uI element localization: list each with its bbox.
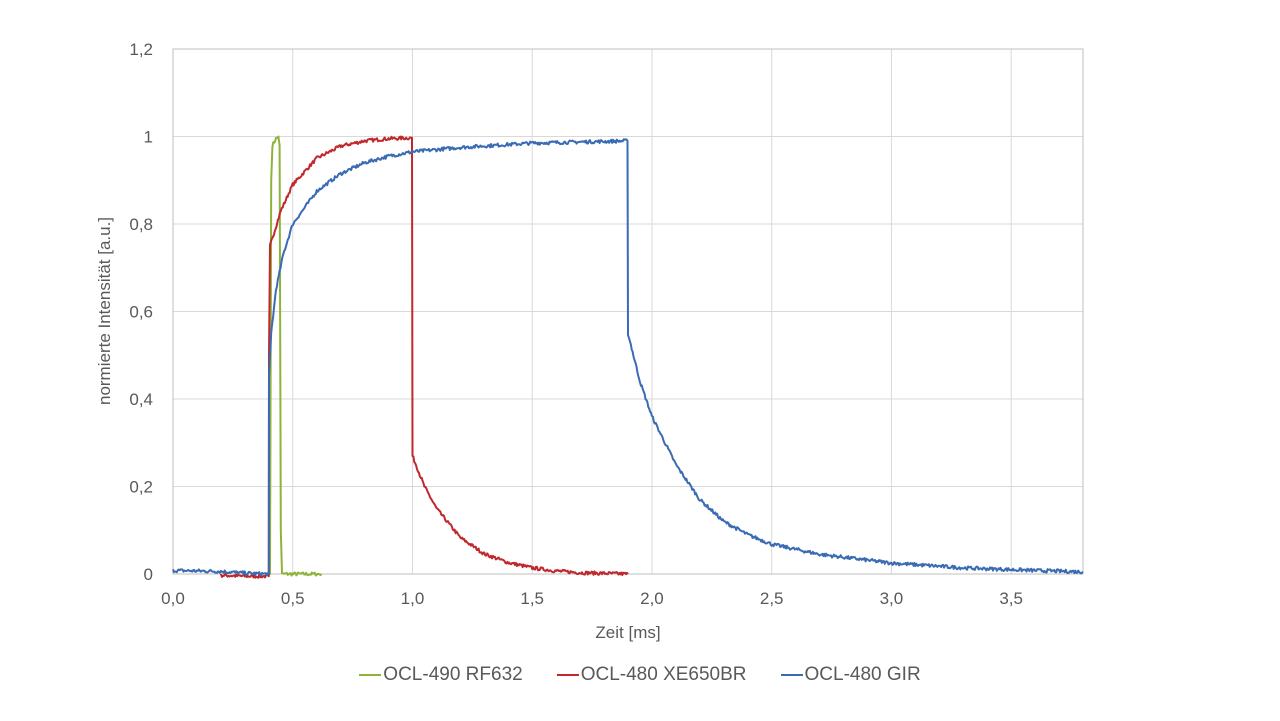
legend-swatch (556, 674, 579, 676)
x-tick-label: 2,0 (640, 589, 664, 608)
tick-labels: 0,0 0,5 1,0 1,5 2,0 2,5 3,0 3,5 0 0,2 0,4 0,6 0,8 1 1,… (129, 40, 1023, 608)
legend: OCL-490 RF632 OCL-480 XE650BR OCL-480 GI… (0, 664, 1280, 686)
y-tick-label: 0,4 (129, 390, 153, 409)
x-tick-label: 1,0 (401, 589, 425, 608)
x-axis-label: Zeit [ms] (595, 623, 660, 642)
y-tick-label: 0 (144, 565, 153, 584)
legend-label: OCL-490 RF632 (383, 664, 523, 685)
legend-swatch (359, 674, 382, 676)
x-tick-label: 0,5 (281, 589, 305, 608)
legend-item-ocl-490-rf632: OCL-490 RF632 (359, 664, 523, 686)
y-tick-label: 0,2 (129, 478, 153, 497)
y-tick-label: 0,8 (129, 215, 153, 234)
y-tick-label: 1,2 (129, 40, 153, 59)
x-tick-label: 2,5 (760, 589, 784, 608)
series-group (172, 135, 1084, 579)
series-line-ocl-480-xe650br (219, 135, 629, 579)
legend-swatch (780, 674, 803, 676)
legend-label: OCL-480 GIR (804, 664, 921, 685)
legend-label: OCL-480 XE650BR (580, 664, 747, 685)
y-tick-label: 0,6 (129, 303, 153, 322)
x-tick-label: 3,0 (880, 589, 904, 608)
x-tick-label: 3,5 (999, 589, 1023, 608)
legend-item-ocl-480-xe650br: OCL-480 XE650BR (556, 664, 747, 686)
series-line-ocl-490-rf632 (268, 135, 323, 577)
y-tick-label: 1 (144, 128, 153, 147)
y-axis-label: normierte Intensität [a.u.] (95, 217, 114, 405)
x-tick-label: 1,5 (520, 589, 544, 608)
legend-item-ocl-480-gir: OCL-480 GIR (780, 664, 921, 686)
x-tick-label: 0,0 (161, 589, 185, 608)
series-line-ocl-480-gir (172, 138, 1084, 577)
